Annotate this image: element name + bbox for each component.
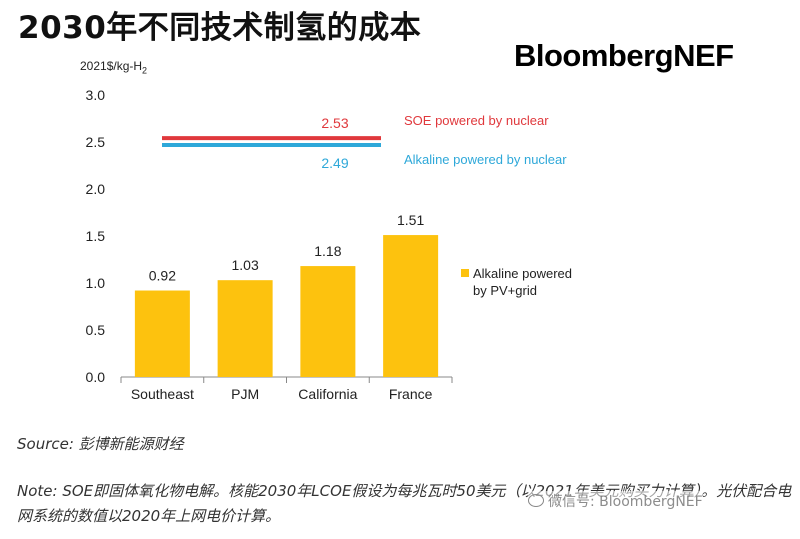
bar-value-label: 0.92	[149, 268, 176, 284]
bar	[134, 290, 190, 377]
source-note: Source: 彭博新能源财经	[17, 435, 184, 453]
y-tick-label: 3.0	[86, 87, 106, 103]
chart-title: 2030年不同技术制氢的成本	[18, 10, 422, 46]
bar-value-label: 1.51	[397, 212, 424, 228]
y-tick-label: 0.5	[86, 322, 106, 338]
reference-value-soe: 2.53	[321, 115, 348, 131]
bar	[383, 235, 439, 377]
bar-value-label: 1.18	[314, 243, 341, 259]
bar-value-label: 1.03	[232, 257, 259, 273]
y-tick-label: 1.0	[86, 275, 106, 291]
wechat-icon	[528, 494, 544, 507]
y-axis-unit: 2021$/kg-H2	[80, 59, 147, 75]
y-axis-unit-subscript: 2	[142, 65, 148, 76]
x-tick-label: California	[298, 386, 357, 402]
watermark-text: 微信号: BloombergNEF	[548, 494, 703, 510]
y-tick-label: 1.5	[86, 228, 106, 244]
y-axis-unit-label: 2021$/kg-H	[80, 59, 143, 73]
wechat-watermark: 微信号: BloombergNEF	[528, 491, 703, 511]
reference-value-alkaline: 2.49	[321, 155, 348, 171]
brand-logo: BloombergNEF	[514, 38, 734, 73]
y-tick-label: 2.0	[86, 181, 106, 197]
y-tick-label: 0.0	[86, 369, 106, 385]
legend-label-line2: by PV+grid	[473, 283, 537, 298]
legend-label-line1: Alkaline powered	[473, 266, 572, 281]
y-tick-label: 2.5	[86, 134, 106, 150]
reference-label-soe: SOE powered by nuclear	[404, 113, 549, 128]
bar-chart: 3.0 2.5 2.0 1.5 1.0 0.5 0.0 0.92 Southeast 1.03 PJ…	[86, 87, 572, 402]
legend-swatch	[461, 269, 469, 277]
reference-label-alkaline: Alkaline powered by nuclear	[404, 152, 567, 167]
x-tick-label: France	[389, 386, 433, 402]
bar	[217, 280, 273, 377]
x-tick-label: PJM	[231, 386, 259, 402]
bar	[300, 266, 356, 377]
x-tick-label: Southeast	[131, 386, 194, 402]
